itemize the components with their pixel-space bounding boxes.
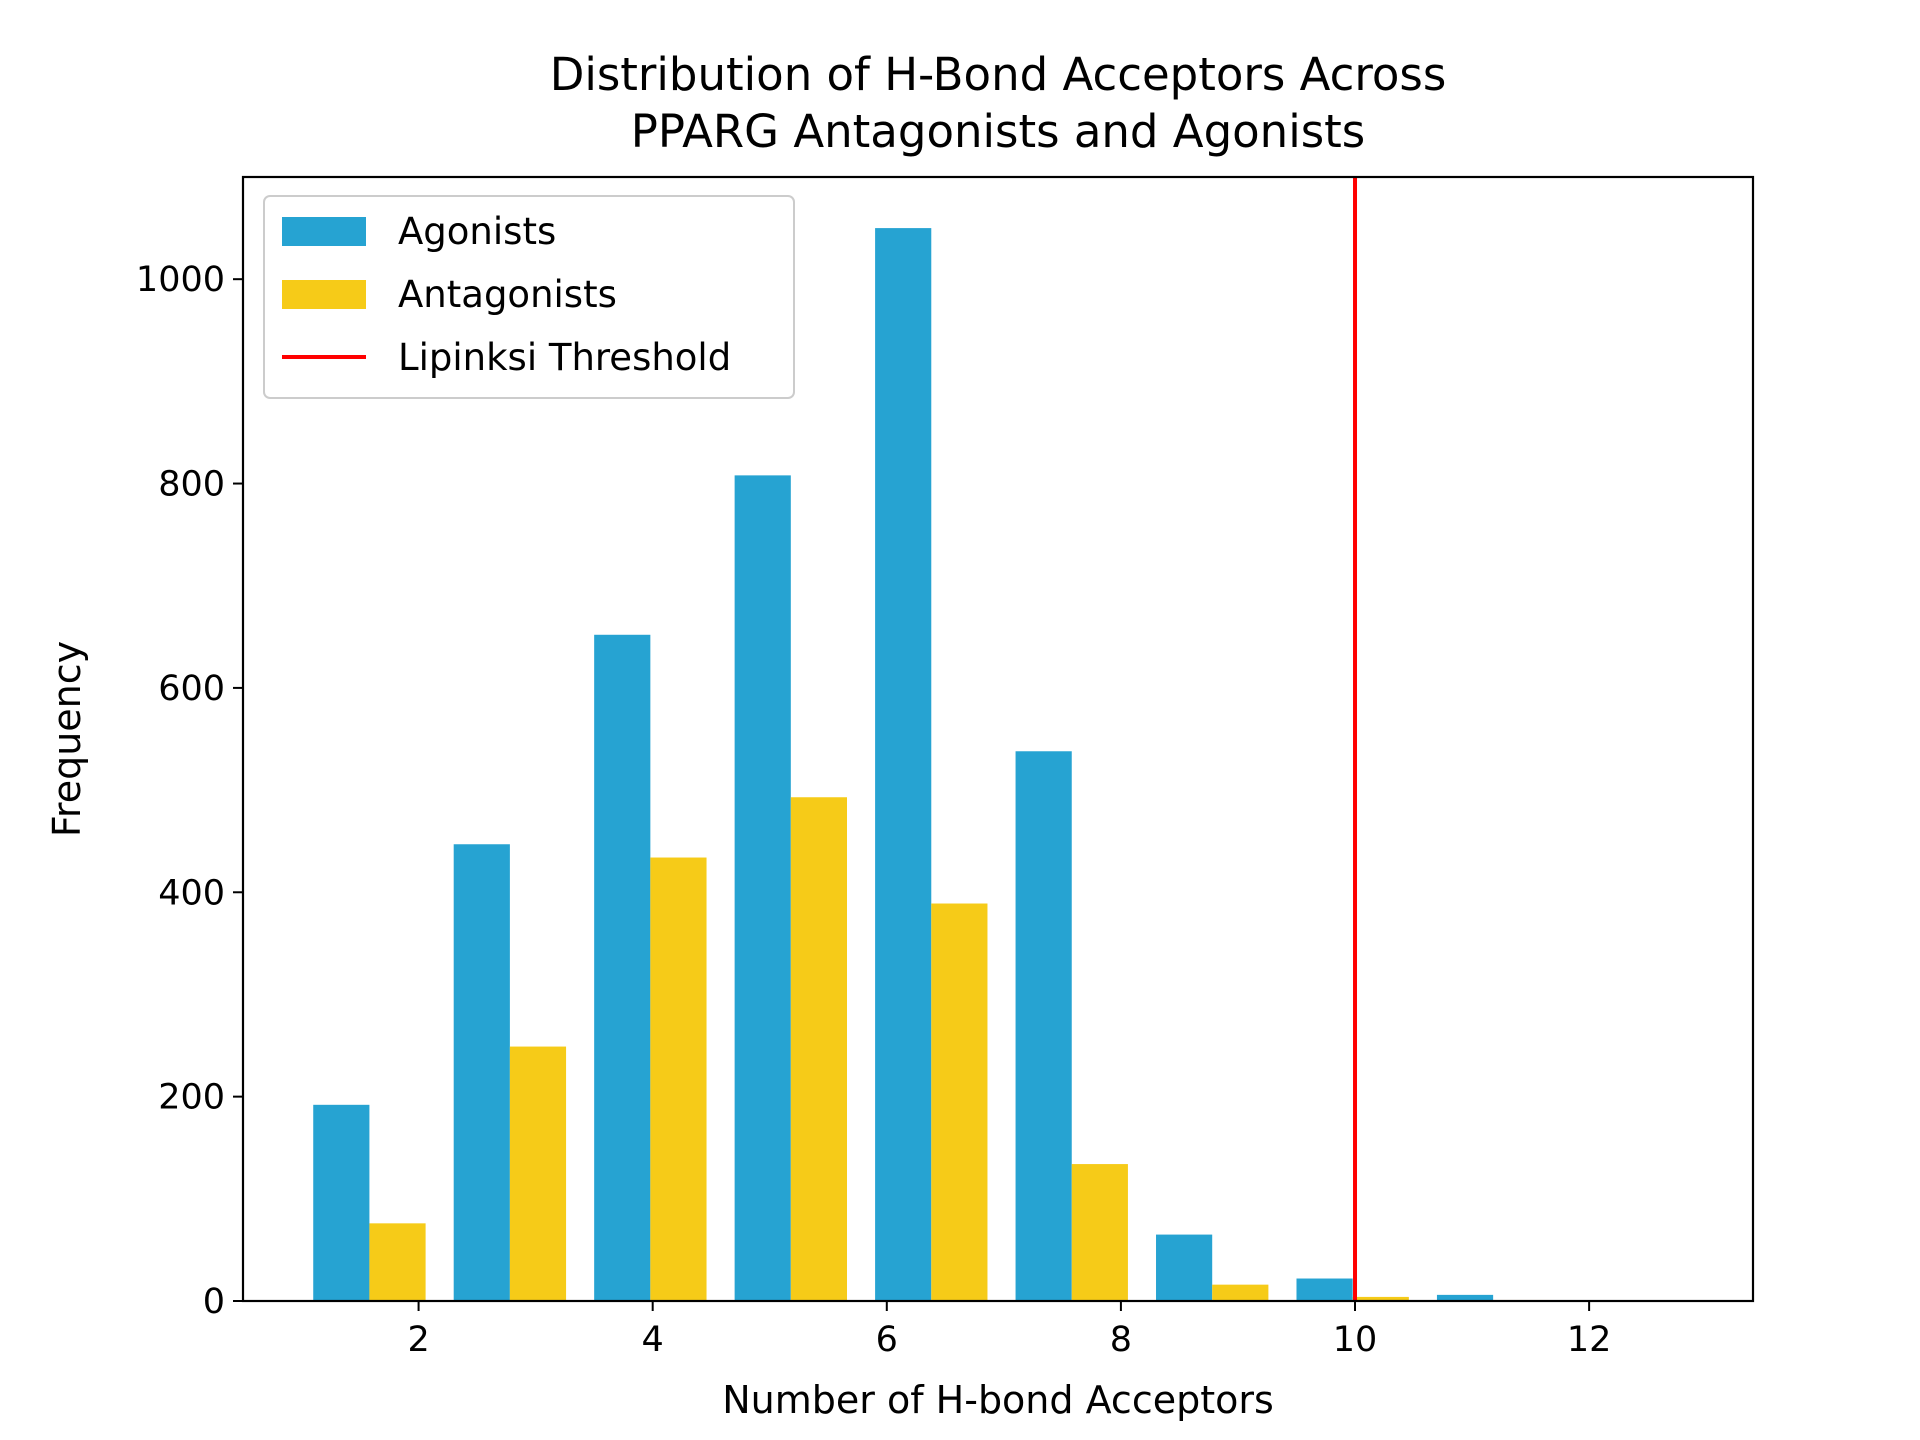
- legend: Agonists Antagonists Lipinksi Threshold: [263, 195, 795, 399]
- y-tick-label: 0: [203, 1282, 225, 1322]
- bar-antagonists-0: [369, 1223, 426, 1301]
- legend-label: Lipinksi Threshold: [398, 336, 731, 379]
- bar-agonists-8: [1436, 1294, 1494, 1301]
- x-tick-label: 4: [642, 1320, 664, 1360]
- legend-swatch-1: [282, 280, 366, 309]
- bar-antagonists-1: [509, 1046, 567, 1301]
- bar-antagonists-3: [790, 797, 847, 1301]
- y-tick-label: 200: [158, 1078, 225, 1118]
- legend-label: Agonists: [398, 210, 556, 253]
- x-tick-label: 12: [1567, 1320, 1612, 1360]
- bar-antagonists-5: [1071, 1164, 1128, 1301]
- y-tick-label: 800: [158, 465, 225, 505]
- bar-agonists-2: [594, 634, 651, 1301]
- x-axis-ticks: 2 4 6 8 10 12: [407, 1301, 1611, 1360]
- bar-antagonists-2: [650, 857, 707, 1301]
- bar-agonists-1: [453, 844, 510, 1301]
- plot-frame: [241, 175, 1755, 1303]
- x-tick-label: 6: [876, 1320, 898, 1360]
- legend-swatch-0: [282, 217, 366, 246]
- bar-agonists-7: [1296, 1278, 1353, 1301]
- bar-agonists-0: [313, 1104, 370, 1301]
- bar-agonists-3: [734, 475, 791, 1301]
- x-tick-label: 2: [407, 1320, 429, 1360]
- bar-antagonists-7: [1352, 1296, 1409, 1301]
- y-tick-label: 600: [158, 669, 225, 709]
- bar-antagonists-4: [931, 903, 988, 1301]
- y-axis-label: Frequency: [45, 641, 89, 837]
- bar-antagonists-6: [1212, 1284, 1269, 1301]
- chart-title-line: PPARG Antagonists and Agonists: [631, 105, 1366, 158]
- x-tick-label: 8: [1110, 1320, 1132, 1360]
- bars-layer: [313, 228, 1550, 1301]
- x-tick-label: 10: [1333, 1320, 1378, 1360]
- legend-label: Antagonists: [398, 273, 617, 316]
- x-axis-label: Number of H-bond Acceptors: [722, 1378, 1274, 1422]
- y-axis-ticks: 0 200 400 600 800 1000: [136, 260, 243, 1322]
- legend-box: [263, 195, 795, 399]
- chart-title-line: Distribution of H-Bond Acceptors Across: [550, 48, 1447, 101]
- y-tick-label: 1000: [136, 260, 225, 300]
- chart-title: Distribution of H-Bond Acceptors AcrossP…: [550, 48, 1447, 158]
- bar-agonists-5: [1015, 751, 1072, 1301]
- y-tick-label: 400: [158, 873, 225, 913]
- bar-agonists-4: [875, 228, 932, 1301]
- bar-agonists-6: [1156, 1234, 1213, 1301]
